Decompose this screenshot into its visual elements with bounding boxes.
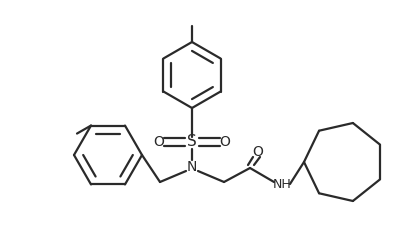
Text: N: N [187, 160, 197, 174]
Text: O: O [154, 135, 164, 149]
Text: S: S [187, 135, 197, 150]
Text: O: O [220, 135, 231, 149]
Text: O: O [253, 145, 264, 159]
Text: NH: NH [272, 179, 291, 191]
